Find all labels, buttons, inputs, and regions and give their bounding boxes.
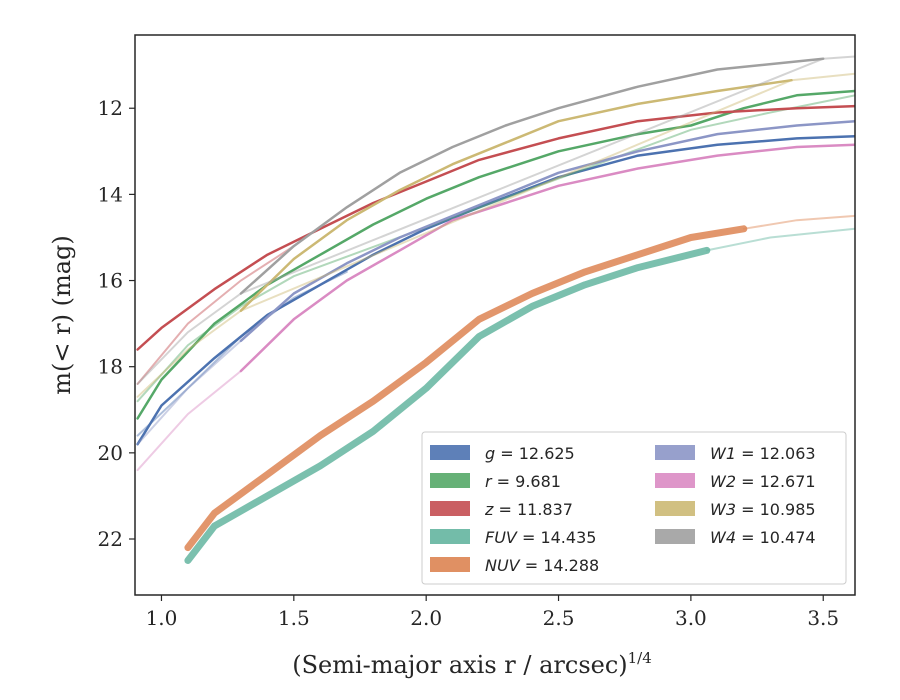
series-line-faint-fuv — [705, 227, 855, 252]
legend-label-z: z = 11.837 — [484, 500, 573, 519]
series-line-w3 — [239, 78, 793, 312]
legend-swatch-fuv — [430, 529, 470, 544]
plot-frame — [134, 34, 856, 596]
legend-frame — [421, 431, 847, 585]
series-line-faint-w1 — [136, 339, 242, 446]
series-line-w4 — [239, 57, 825, 295]
y-tick-label: 16 — [98, 269, 123, 293]
series-line-nuv — [184, 225, 748, 552]
series-lines — [136, 55, 855, 564]
x-tick-label: 3.5 — [807, 606, 839, 630]
legend-label-w3: W3 = 10.985 — [710, 500, 816, 519]
legend: g = 12.625 r = 9.681 z = 11.837 FUV = 14.43… — [421, 431, 847, 585]
series-line-faint-nuv — [742, 214, 855, 230]
legend-label-nuv: NUV = 14.288 — [485, 556, 599, 575]
y-tick-label: 14 — [98, 182, 123, 206]
legend-swatch-w4 — [655, 529, 695, 544]
legend-label-r: r = 9.681 — [485, 472, 561, 491]
y-tick-label: 18 — [98, 355, 123, 379]
series-line-faint-w4 — [136, 55, 855, 385]
legend-label-fuv: FUV = 14.435 — [485, 528, 596, 547]
series-line-w2 — [239, 143, 855, 373]
legend-swatch-w3 — [655, 501, 695, 516]
legend-label-w1: W1 = 12.063 — [710, 444, 816, 463]
legend-swatch-r — [430, 473, 470, 488]
x-tick-label: 2.0 — [410, 606, 442, 630]
series-line-fuv — [184, 246, 711, 564]
series-line-faint-w2 — [136, 370, 242, 472]
legend-label-g: g = 12.625 — [485, 444, 575, 463]
legend-swatch-g — [430, 445, 470, 460]
legend-swatch-w2 — [655, 473, 695, 488]
x-axis-label: (Semi-major axis r / arcsec)1/4 — [292, 649, 652, 679]
series-line-r — [136, 89, 855, 420]
x-tick-label: 1.0 — [146, 606, 178, 630]
series-line-faint-g — [136, 270, 348, 437]
y-axis: 12 14 16 18 20 22 — [98, 96, 135, 551]
x-tick-label: 3.0 — [675, 606, 707, 630]
series-line-faint-w3 — [136, 72, 855, 398]
series-line-w1 — [239, 119, 855, 343]
legend-label-w2: W2 = 12.671 — [710, 472, 816, 491]
x-tick-label: 1.5 — [278, 606, 310, 630]
legend-swatch-z — [430, 501, 470, 516]
legend-label-w4: W4 = 10.474 — [710, 528, 816, 547]
y-tick-label: 12 — [98, 96, 123, 120]
y-axis-label: m(< r) (mag) — [48, 235, 76, 394]
series-line-z — [136, 104, 855, 351]
y-tick-label: 20 — [98, 441, 123, 465]
legend-swatch-w1 — [655, 445, 695, 460]
x-axis: 1.0 1.5 2.0 2.5 3.0 3.5 — [146, 595, 839, 630]
series-line-faint-z — [136, 245, 295, 385]
series-line-g — [136, 134, 855, 446]
x-tick-label: 2.5 — [543, 606, 575, 630]
legend-swatch-nuv — [430, 557, 470, 572]
series-line-faint-r — [136, 94, 855, 403]
y-tick-label: 22 — [98, 527, 123, 551]
